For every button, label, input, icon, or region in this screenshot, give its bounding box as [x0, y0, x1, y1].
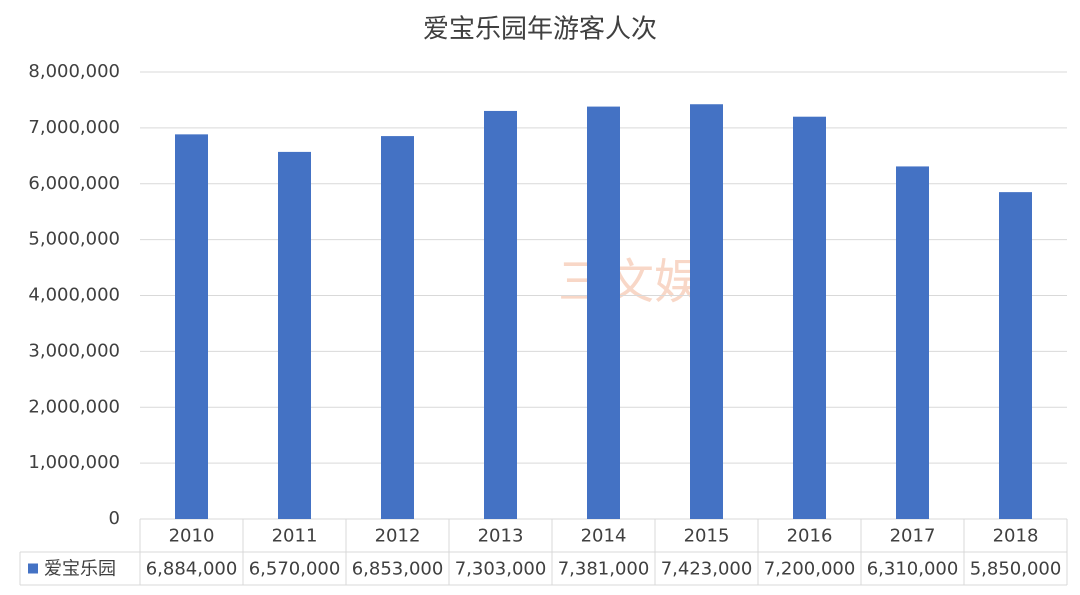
x-tick-label: 2018 [993, 526, 1039, 547]
x-tick-label: 2014 [581, 526, 627, 547]
bar [690, 104, 723, 520]
watermark: 三文娱 [558, 254, 702, 310]
bar [587, 106, 620, 520]
bar [175, 134, 208, 519]
x-tick-label: 2010 [169, 526, 215, 547]
y-tick-label: 4,000,000 [28, 285, 120, 306]
y-tick-label: 6,000,000 [28, 173, 120, 194]
bar [381, 136, 414, 519]
x-tick-label: 2017 [890, 526, 936, 547]
table-value: 6,570,000 [249, 559, 341, 580]
x-tick-label: 2011 [272, 526, 318, 547]
legend-label: 爱宝乐园 [44, 559, 116, 580]
table-value: 7,423,000 [661, 559, 753, 580]
legend-swatch [28, 563, 38, 574]
table-value: 5,850,000 [970, 559, 1062, 580]
x-tick-label: 2015 [684, 526, 730, 547]
bar [793, 116, 826, 519]
chart-title: 爱宝乐园年游客人次 [423, 15, 657, 45]
bar [999, 192, 1032, 519]
y-tick-label: 3,000,000 [28, 340, 120, 361]
table-value: 7,200,000 [764, 559, 856, 580]
y-tick-label: 0 [109, 508, 120, 529]
y-tick-label: 8,000,000 [28, 61, 120, 82]
x-tick-label: 2012 [375, 526, 421, 547]
table-value: 6,853,000 [352, 559, 444, 580]
bar [484, 110, 517, 519]
y-tick-label: 7,000,000 [28, 117, 120, 138]
table-value: 6,310,000 [867, 559, 959, 580]
table-value: 7,381,000 [558, 559, 650, 580]
x-tick-label: 2016 [787, 526, 833, 547]
bar [278, 151, 311, 519]
table-value: 7,303,000 [455, 559, 547, 580]
y-tick-label: 5,000,000 [28, 229, 120, 250]
table-value: 6,884,000 [146, 559, 238, 580]
x-tick-label: 2013 [478, 526, 524, 547]
bar [896, 166, 929, 519]
y-tick-label: 1,000,000 [28, 452, 120, 473]
y-tick-label: 2,000,000 [28, 396, 120, 417]
